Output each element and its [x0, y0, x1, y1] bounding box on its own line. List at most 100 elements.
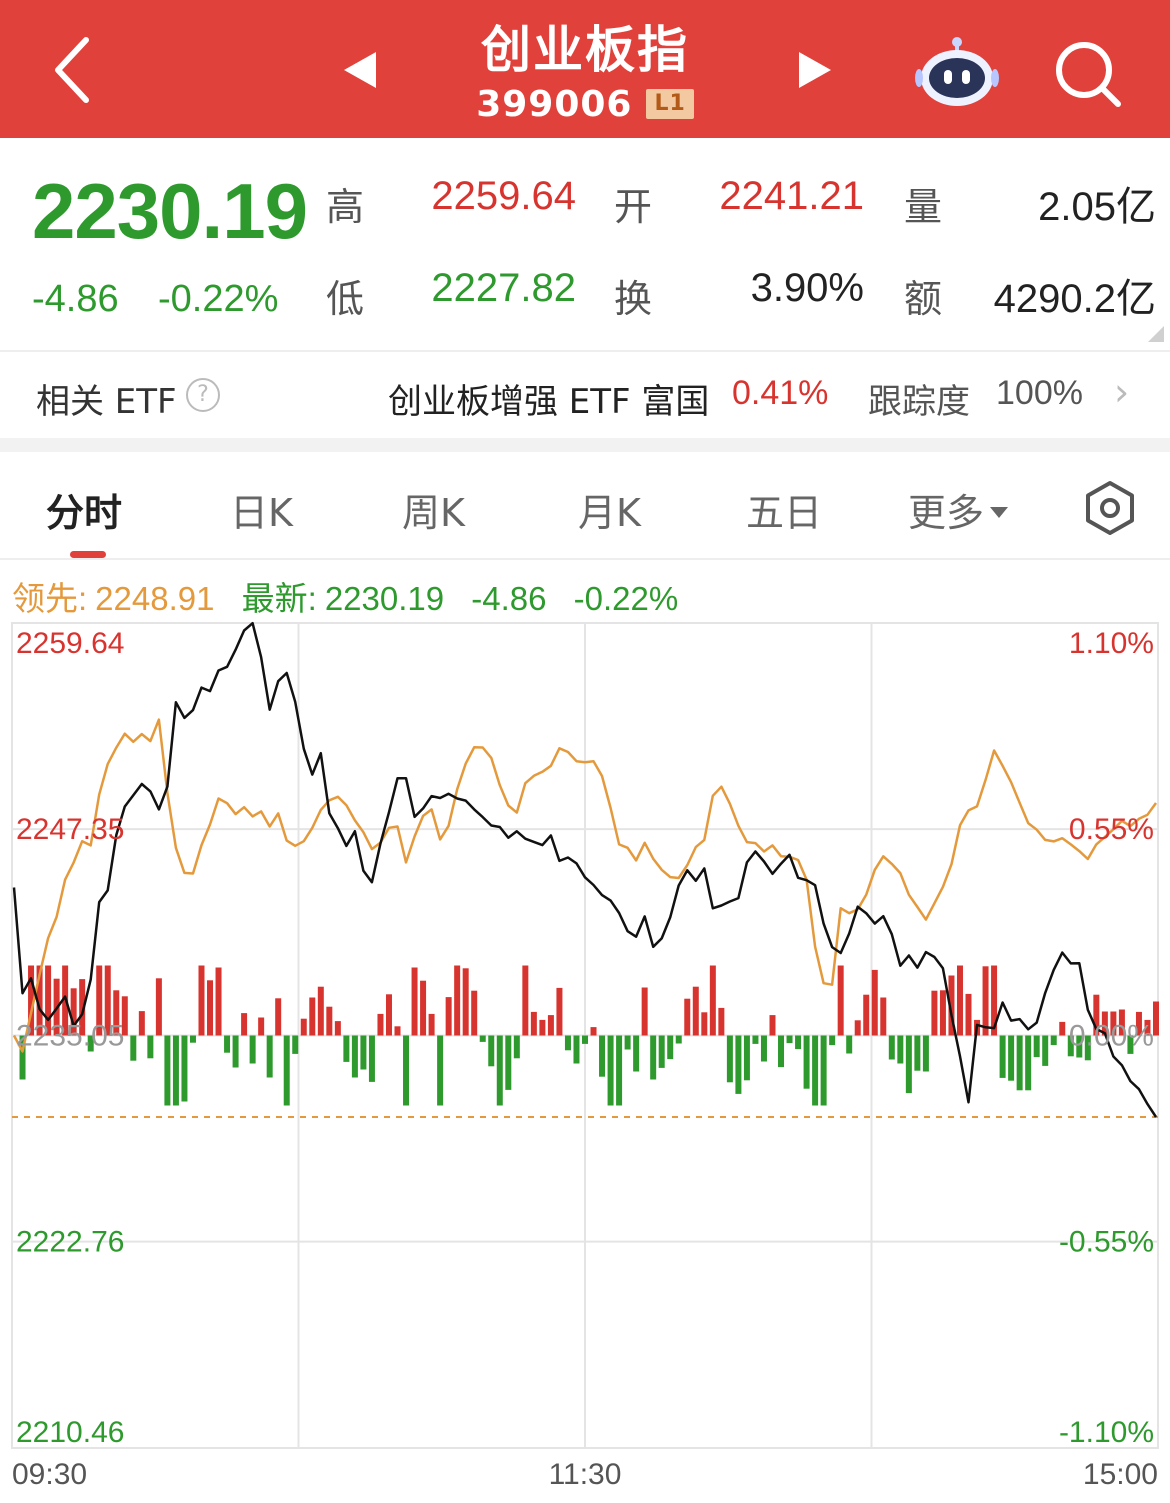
volume-bar-down: [812, 1035, 819, 1106]
volume-bar-up: [956, 965, 963, 1036]
volume-bar-up: [411, 967, 418, 1036]
latest-change: -4.86: [471, 580, 547, 617]
volume-bar-up: [420, 980, 427, 1036]
volume-bar-up: [863, 994, 870, 1036]
volume-bar-down: [1025, 1035, 1032, 1091]
previous-index-icon[interactable]: [330, 40, 390, 100]
volume-bar-up: [1101, 1011, 1108, 1036]
volume-bar-up: [258, 1017, 265, 1036]
volume-bar-up: [948, 975, 955, 1036]
volume-bar-up: [1153, 1001, 1159, 1036]
volume-bar-down: [1016, 1035, 1023, 1091]
volume-bar-up: [471, 990, 478, 1036]
caret-down-icon: [990, 507, 1009, 518]
volume-bar-down: [479, 1035, 486, 1042]
tab-five-day[interactable]: 五日: [746, 491, 823, 535]
volume-bar-down: [292, 1035, 299, 1054]
expand-corner-icon[interactable]: [1148, 326, 1164, 342]
volume-bar-down: [488, 1035, 495, 1067]
volume-bar-down: [829, 1035, 836, 1046]
volume-bar-down: [922, 1035, 929, 1072]
volume-bar-down: [232, 1035, 239, 1068]
volume-bar-up: [326, 1006, 333, 1036]
last-price: 2230.19: [32, 167, 308, 255]
turnover-value: 3.90%: [750, 266, 864, 310]
lead-info: 领先: 2248.91: [12, 580, 214, 617]
volume-bar-up: [701, 1012, 708, 1036]
volume-bar-up: [28, 965, 35, 1036]
tab-monthly-k[interactable]: 月K: [578, 491, 641, 535]
volume-bar-up: [939, 990, 946, 1036]
divider: [0, 350, 1170, 352]
volume-bar-down: [599, 1035, 606, 1077]
volume-bar-up: [104, 965, 111, 1036]
volume-bar-down: [999, 1035, 1006, 1078]
related-etf-row[interactable]: 相关 ETF ? 创业板增强 ETF 富国 0.41% 跟踪度 100% ›: [0, 352, 1170, 438]
volume-bar-up: [394, 1026, 401, 1036]
volume-bar-down: [726, 1035, 733, 1083]
volume-bar-down: [786, 1035, 793, 1044]
volume-bar-up: [1144, 1019, 1151, 1036]
volume-bar-up: [275, 998, 282, 1036]
volume-bar-down: [795, 1035, 802, 1050]
volume-bar-down: [505, 1035, 512, 1090]
volume-bar-up: [1135, 1011, 1142, 1036]
index-code: 399006: [476, 84, 633, 125]
volume-bar-up: [1059, 1021, 1066, 1036]
volume-bar-down: [820, 1035, 827, 1106]
volume-bar-up: [113, 990, 120, 1036]
help-icon[interactable]: ?: [186, 378, 220, 412]
tracking-value: 100%: [996, 374, 1083, 412]
volume-bar-down: [846, 1035, 853, 1054]
volume-bar-up: [445, 997, 452, 1036]
next-index-icon[interactable]: [785, 40, 845, 100]
volume-bar-up: [692, 986, 699, 1036]
volume-bar-up: [556, 987, 563, 1036]
tab-more[interactable]: 更多: [908, 482, 1009, 537]
chart-info-line: 领先: 2248.91 最新: 2230.19 -4.86 -0.22%: [12, 572, 696, 620]
open-value: 2241.21: [719, 174, 864, 218]
volume-bar-down: [513, 1035, 520, 1059]
volume-bar-up: [155, 978, 162, 1036]
settings-hexagon-icon[interactable]: [1080, 478, 1140, 538]
chevron-right-icon[interactable]: ›: [1114, 370, 1130, 414]
y-tick-right: 0.00%: [1069, 1020, 1154, 1053]
tab-weekly-k[interactable]: 周K: [402, 491, 465, 535]
volume-bar-down: [189, 1035, 196, 1043]
volume-bar-up: [880, 997, 887, 1036]
volume-bar-down: [650, 1035, 657, 1080]
tab-intraday[interactable]: 分时: [46, 491, 123, 535]
volume-bar-down: [778, 1035, 785, 1068]
volume-bar-up: [309, 997, 316, 1036]
volume-bar-down: [181, 1035, 188, 1102]
volume-bar-down: [249, 1035, 256, 1064]
volume-bar-up: [709, 965, 716, 1036]
volume-bar-down: [905, 1035, 912, 1094]
volume-bar-down: [172, 1035, 179, 1106]
volume-bar-down: [283, 1035, 290, 1106]
volume-bar-down: [675, 1035, 682, 1044]
search-icon[interactable]: [1050, 36, 1125, 111]
volume-bar-down: [1127, 1035, 1134, 1054]
intraday-chart[interactable]: 2259.64 1.10% 2247.35 0.55% 2235.05 0.00% 2222…: [0, 618, 1170, 1503]
back-arrow-icon[interactable]: [40, 30, 110, 110]
volume-bar-up: [641, 987, 648, 1036]
latest-value: 2230.19: [324, 580, 445, 617]
volume-bar-down: [1050, 1035, 1057, 1046]
volume-bar-up: [684, 998, 691, 1036]
volume-bar-down: [1042, 1035, 1049, 1066]
volume-bar-down: [888, 1035, 895, 1060]
volume-bar-down: [658, 1035, 665, 1068]
tab-daily-k[interactable]: 日K: [230, 491, 293, 535]
volume-bar-down: [735, 1035, 742, 1094]
y-tick-left: 2222.76: [16, 1226, 124, 1259]
volume-bar-down: [19, 1035, 26, 1080]
volume-value: 2.05亿: [1038, 185, 1156, 229]
robot-assistant-icon[interactable]: [915, 32, 1000, 112]
volume-bar-down: [351, 1035, 358, 1078]
volume-bar-up: [45, 965, 52, 1036]
volume-bar-up: [590, 1027, 597, 1036]
quote-panel: 2230.19 -4.86 -0.22% 高 2259.64 低 2227.82…: [0, 138, 1170, 350]
volume-bar-up: [121, 996, 128, 1036]
volume-bar-up: [79, 979, 86, 1036]
